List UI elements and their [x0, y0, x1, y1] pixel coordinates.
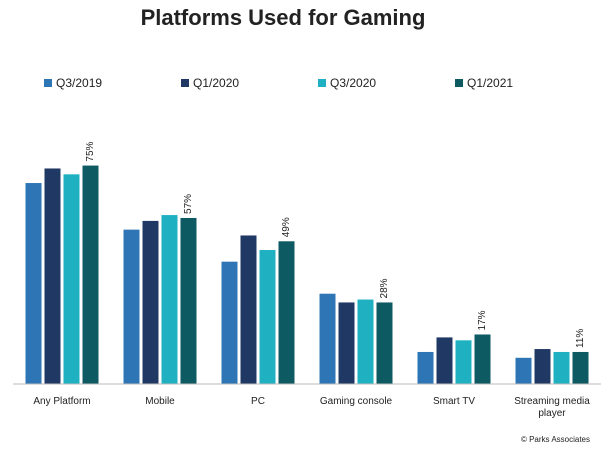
bar [515, 357, 532, 384]
value-label: 57% [183, 194, 194, 214]
bar [376, 302, 393, 384]
x-tick-label: Mobile [145, 396, 175, 407]
bar [259, 250, 276, 384]
bar [123, 229, 140, 384]
bar [180, 217, 197, 384]
x-tick-label: Gaming console [319, 396, 393, 407]
value-label: 11% [575, 329, 586, 348]
chart-title: Platforms Used for Gaming [141, 5, 426, 30]
bar [278, 241, 295, 384]
bar [534, 349, 551, 384]
legend-swatch [318, 79, 326, 87]
x-tick-label: Smart TV [432, 396, 476, 407]
bar [161, 215, 178, 384]
bar [63, 174, 80, 384]
bar [82, 165, 99, 384]
x-tick-label: Any Platform [33, 396, 91, 407]
bar [455, 340, 472, 384]
value-label: 28% [379, 278, 390, 298]
legend-swatch [181, 79, 189, 87]
bar [553, 351, 570, 384]
bar [44, 168, 61, 384]
bar [221, 261, 238, 384]
bar [142, 220, 159, 384]
x-tick-label: PC [251, 396, 265, 407]
legend-label: Q1/2021 [467, 76, 513, 90]
legend-swatch [455, 79, 463, 87]
bar [240, 235, 257, 384]
legend-label: Q3/2019 [56, 76, 102, 90]
value-label: 17% [477, 310, 488, 330]
bar [319, 293, 336, 384]
legend-label: Q1/2020 [193, 76, 239, 90]
x-tick-label: Streaming media player [514, 396, 590, 419]
bar [474, 334, 491, 384]
legend-swatch [44, 79, 52, 87]
bar [417, 351, 434, 384]
bar [572, 351, 589, 384]
bar [338, 302, 355, 384]
value-label: 75% [85, 141, 96, 161]
bar [25, 183, 42, 384]
bar [436, 337, 453, 384]
value-label: 49% [281, 217, 292, 237]
source: © Parks Associates [521, 435, 590, 444]
legend-label: Q3/2020 [330, 76, 376, 90]
bar [357, 299, 374, 384]
